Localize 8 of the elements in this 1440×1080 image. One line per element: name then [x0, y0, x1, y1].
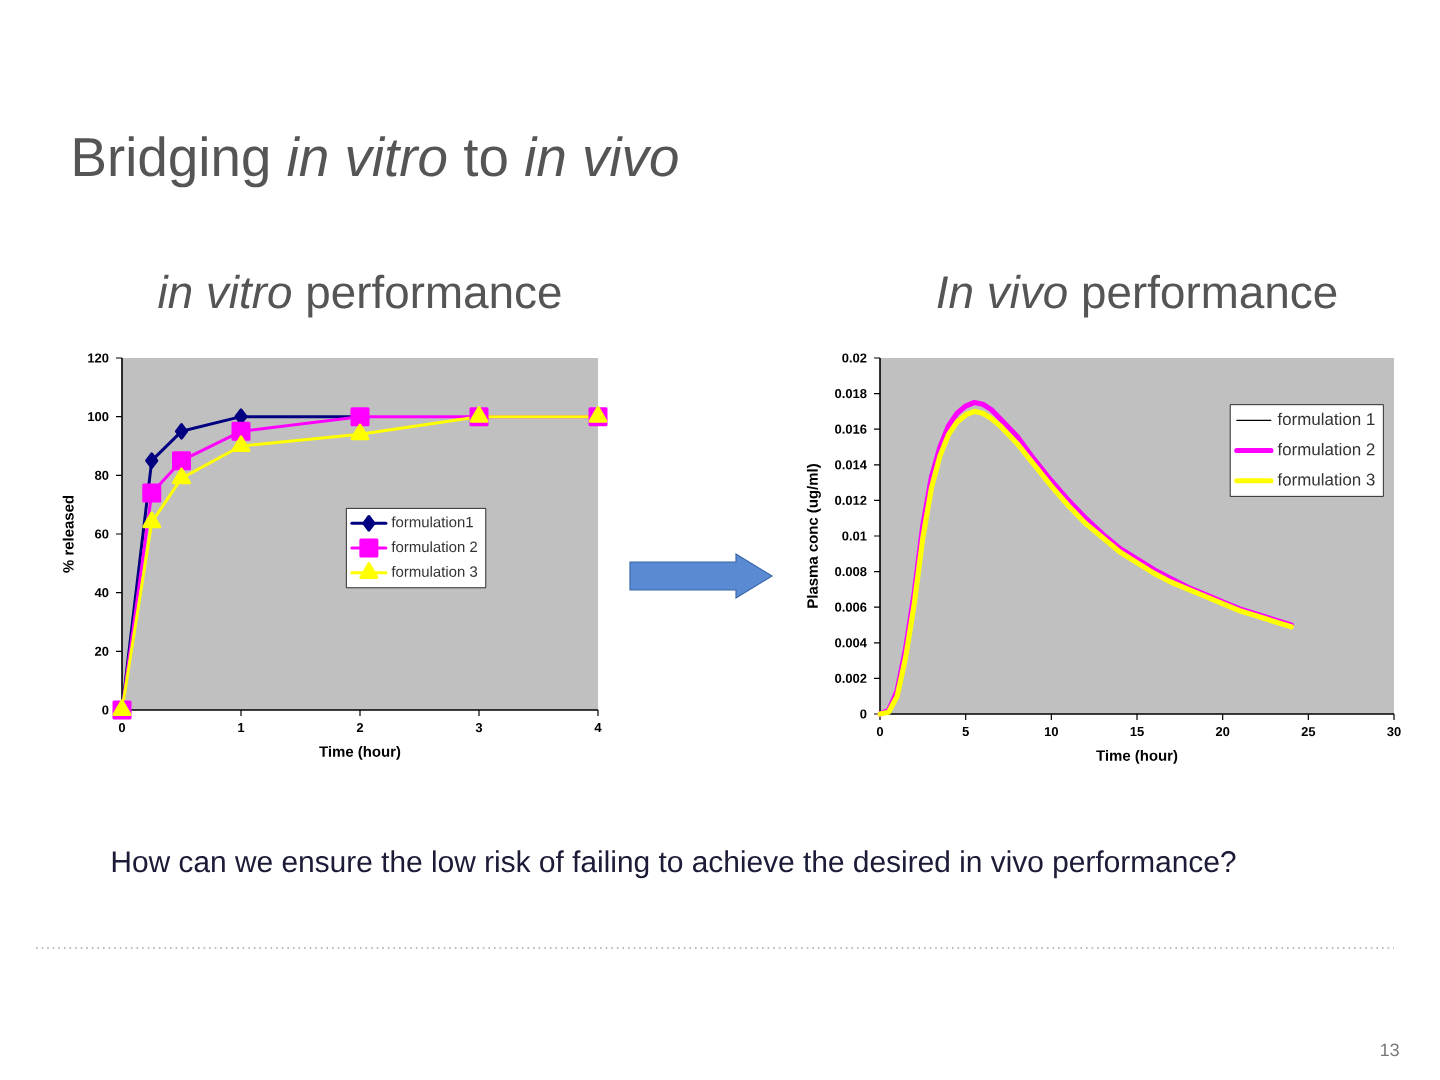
text: Bridging in vitro to in vivo [74, 136, 678, 188]
text: How can we ensure the low risk of failing to achieve the desired in vivo performance? [112, 850, 1236, 879]
legend-label: formulation 2 [1277, 442, 1375, 456]
chart-title: in vitro performance [158, 274, 561, 318]
legend-label: formulation 3 [1277, 473, 1375, 486]
legend-label: formulation 1 [1277, 412, 1375, 426]
text: 13 [1381, 1043, 1399, 1057]
chart-title: In vivo performance [937, 274, 1337, 318]
